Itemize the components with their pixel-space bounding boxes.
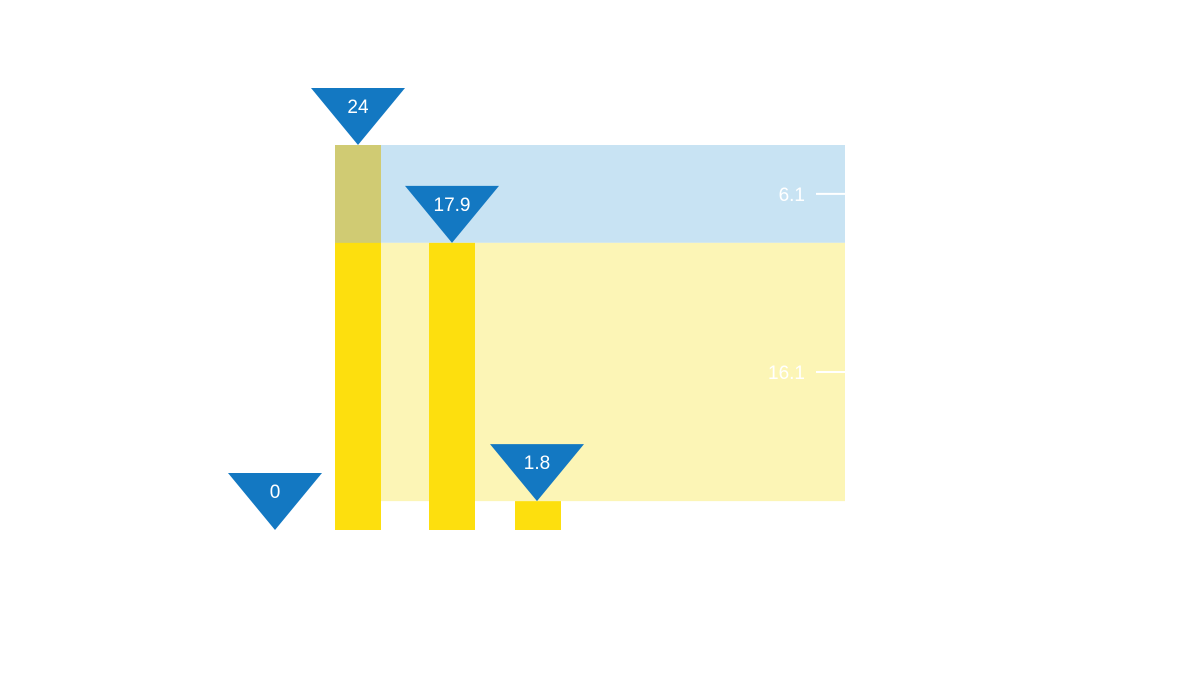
marker-label-2: 17.9 <box>434 195 471 216</box>
bar-1 <box>429 242 475 530</box>
marker-3 <box>490 444 584 502</box>
band-label-0: 6.1 <box>779 185 805 206</box>
marker-label-1: 24 <box>347 97 369 118</box>
marker-label-0: 0 <box>270 482 281 503</box>
marker-2 <box>405 185 499 243</box>
marker-label-3: 1.8 <box>524 453 550 474</box>
bar-0-overlap <box>335 145 381 243</box>
band-label-1: 16.1 <box>768 363 805 384</box>
marker-0 <box>228 473 322 530</box>
bars-group <box>335 145 561 530</box>
markers-group: 0 24 17.9 1.8 <box>228 88 584 530</box>
bar-2 <box>515 501 561 530</box>
marker-1 <box>311 88 405 145</box>
